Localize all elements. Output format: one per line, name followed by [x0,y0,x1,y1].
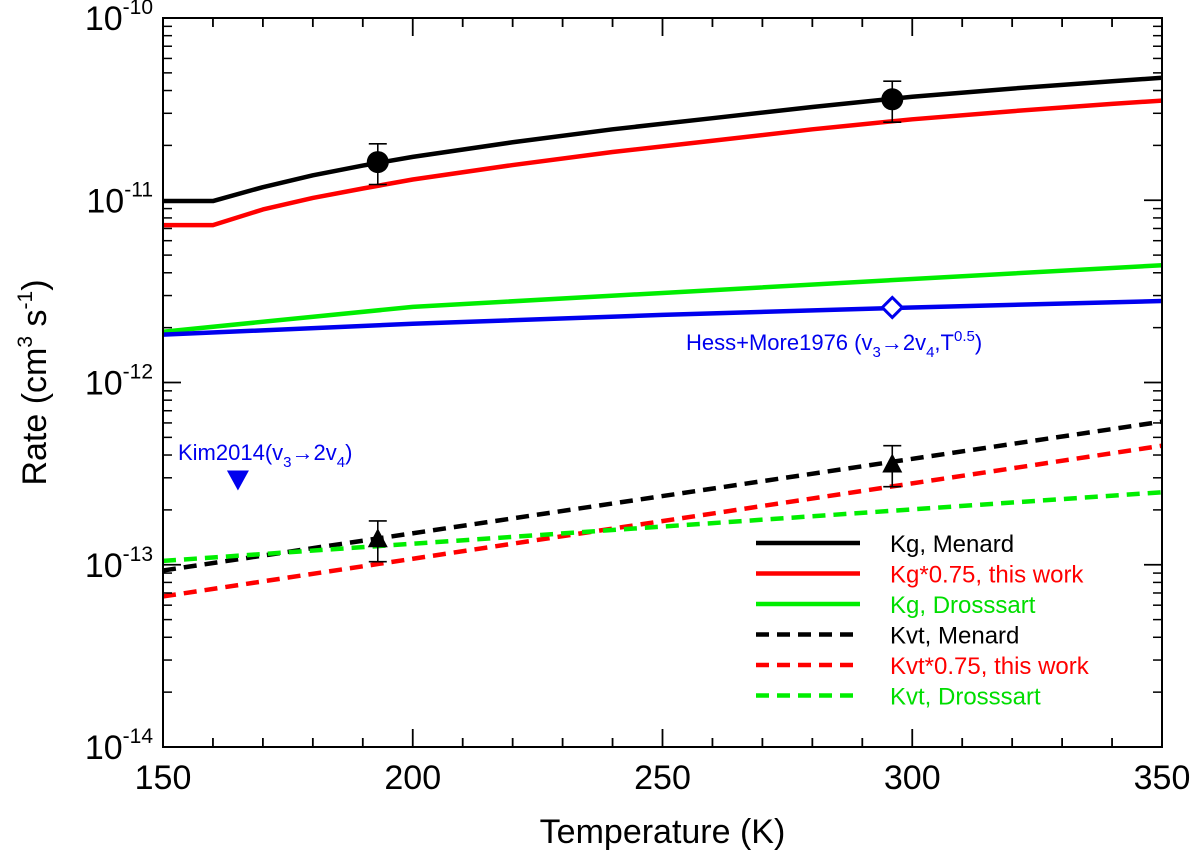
legend: Kg, Menard Kg*0.75, this work Kg, Drosssar… [756,531,1090,711]
x-tick-label-3: 300 [884,759,941,797]
y-axis-title-prefix: Rate (cm [16,348,54,486]
series-line-4 [163,419,1162,573]
legend-label-1: Kg*0.75, this work [890,562,1084,589]
annotation-hess-part-6: ) [975,330,982,355]
y-axis-title-exp2: -1 [14,291,37,310]
y-tick-label-base-2: 10 [85,365,123,403]
x-tick-label-1: 200 [384,759,441,797]
y-tick-label-2: 10-12 [85,361,153,403]
y-tick-label-exp-4: -10 [123,0,153,19]
data-point-triangle-2 [367,528,388,548]
series-line-2 [163,262,1162,334]
plot-content [163,75,1162,599]
legend-label-3: Kvt, Menard [890,623,1019,650]
data-point-circle-1 [881,88,904,111]
series-line-3 [163,298,1162,337]
legend-label-5: Kvt, Drosssart [890,684,1041,711]
y-axis-title: Rate (cm3 s-1) [14,279,54,485]
annotation-hess-part-4: ,T [934,330,954,355]
annotation-kim-part-2: →2v [291,440,336,465]
y-tick-label-base-0: 10 [85,729,123,767]
data-point-triangle-down-5 [226,470,249,491]
legend-label-0: Kg, Menard [890,531,1014,558]
y-tick-label-base-1: 10 [85,547,123,585]
series-line-5 [163,443,1162,599]
y-tick-label-exp-2: -12 [123,361,153,384]
annotation-kim-part-0: Kim2014(v [178,440,283,465]
x-axis-title: Temperature (K) [540,813,786,851]
y-tick-label-exp-3: -11 [124,178,153,201]
legend-label-2: Kg, Drosssart [890,592,1036,619]
y-axis-title-suffix: ) [16,279,54,290]
x-tick-label-2: 250 [634,759,691,797]
x-tick-label-4: 350 [1134,759,1191,797]
annotation-hess: Hess+More1976 (v3→2v4,T0.5) [686,328,982,361]
series-line-1 [163,98,1162,228]
y-tick-label-4: 10-10 [85,0,153,38]
y-axis-title-exp1: 3 [14,336,37,348]
legend-label-4: Kvt*0.75, this work [890,653,1090,680]
y-axis-title-mid: s [16,309,54,335]
annotation-hess-part-1: 3 [872,344,880,361]
y-tick-label-base-4: 10 [85,0,123,38]
y-tick-label-exp-1: -13 [123,543,153,566]
annotation-kim-part-4: ) [345,440,352,465]
annotation-kim: Kim2014(v3→2v4) [178,440,352,471]
annotation-hess-part-2: →2v [881,330,926,355]
annotation-hess-part-3: 4 [926,344,934,361]
series-line-0 [163,75,1162,204]
data-point-circle-0 [366,151,389,174]
annotation-hess-part-5: 0.5 [954,328,975,345]
y-tick-label-base-3: 10 [86,182,124,220]
axes: 150 200 250 300 35010-1410-1310-1210-1110-10… [14,0,1190,851]
y-tick-label-exp-0: -14 [123,725,154,748]
y-tick-label-3: 10-11 [86,178,153,220]
data-point-triangle-3 [882,453,903,473]
annotation-hess-part-0: Hess+More1976 (v [686,330,872,355]
x-tick-label-0: 150 [135,759,192,797]
annotation-kim-part-1: 3 [283,454,291,471]
y-tick-label-1: 10-13 [85,543,153,585]
y-tick-label-0: 10-14 [85,725,154,767]
series-group [163,75,1162,599]
annotations: Hess+More1976 (v3→2v4,T0.5)Kim2014(v3→2v… [178,328,982,471]
data-point-diamond-4 [880,295,905,320]
annotation-kim-part-3: 4 [337,454,345,471]
